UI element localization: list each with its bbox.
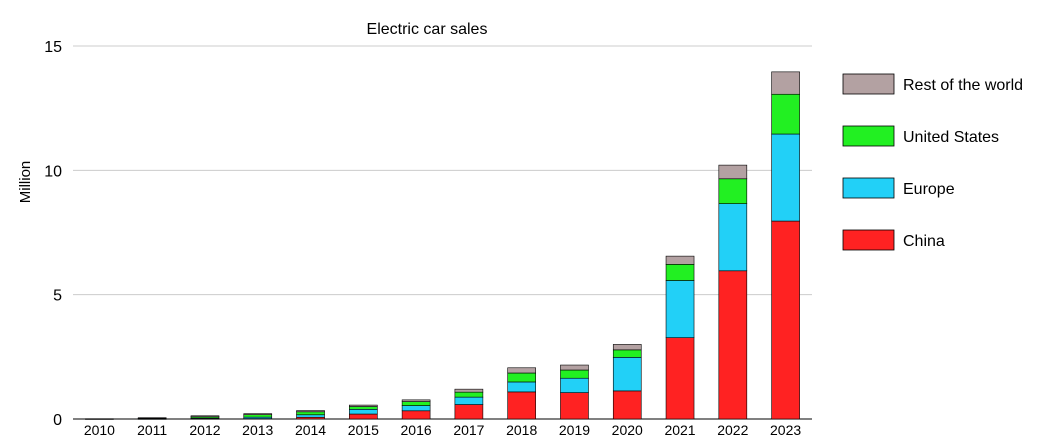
x-tick-label: 2018 <box>506 422 537 437</box>
bar-united-states-2023 <box>771 93 800 135</box>
y-tick-label: 15 <box>44 39 62 56</box>
bar-rest-of-the-world-2019 <box>560 364 589 371</box>
bar-europe-2015 <box>349 409 378 415</box>
x-tick-label: 2015 <box>348 422 379 437</box>
legend-swatch <box>842 125 895 147</box>
bar-rest-of-the-world-2010 <box>85 418 114 420</box>
bar-rest-of-the-world-2022 <box>718 164 748 180</box>
legend-label: China <box>903 233 945 250</box>
y-tick-label: 0 <box>53 412 62 429</box>
y-tick-label: 5 <box>53 288 62 305</box>
bar-rest-of-the-world-2013 <box>243 413 273 415</box>
legend-swatch <box>842 73 895 95</box>
bar-europe-2014 <box>296 414 325 418</box>
bar-united-states-2019 <box>560 369 589 379</box>
bar-china-2017 <box>454 404 484 420</box>
legend-swatch <box>842 229 895 251</box>
bar-china-2020 <box>612 390 642 420</box>
x-tick-label: 2010 <box>84 422 115 437</box>
bar-united-states-2016 <box>401 401 431 406</box>
legend: Rest of the world United States Europe Chin… <box>842 73 1023 251</box>
x-tick-label: 2022 <box>717 422 748 437</box>
bar-united-states-2015 <box>349 406 378 410</box>
x-axis: 2010 2011 2012 2013 2014 2015 2016 2017 2018 2019… <box>84 422 802 437</box>
x-tick-label: 2012 <box>189 422 220 437</box>
bar-china-2016 <box>401 410 431 420</box>
bar-rest-of-the-world-2016 <box>401 399 431 402</box>
bar-rest-of-the-world-2021 <box>665 255 695 265</box>
x-tick-label: 2014 <box>295 422 326 437</box>
y-tick-label: 10 <box>44 163 62 180</box>
bar-china-2023 <box>771 220 800 420</box>
bar-rest-of-the-world-2017 <box>454 388 484 393</box>
bar-europe-2020 <box>612 357 642 392</box>
bar-rest-of-the-world-2014 <box>296 410 325 413</box>
bar-china-2018 <box>507 391 536 420</box>
bar-united-states-2020 <box>612 349 642 358</box>
x-tick-label: 2019 <box>559 422 590 437</box>
bar-rest-of-the-world-2015 <box>349 404 378 407</box>
x-tick-label: 2013 <box>242 422 273 437</box>
x-tick-label: 2023 <box>770 422 801 437</box>
chart-title: Electric car sales <box>367 21 488 38</box>
x-tick-label: 2020 <box>612 422 643 437</box>
legend-label: Rest of the world <box>903 77 1023 94</box>
bar-rest-of-the-world-2011 <box>137 417 167 419</box>
y-axis-label: Million <box>17 161 34 204</box>
x-tick-label: 2021 <box>664 422 695 437</box>
gridlines <box>73 45 812 420</box>
legend-label: Europe <box>903 181 955 198</box>
bar-europe-2021 <box>665 280 695 338</box>
bar-united-states-2022 <box>718 178 748 204</box>
bar-china-2021 <box>665 337 695 420</box>
bar-united-states-2014 <box>296 411 325 416</box>
x-tick-label: 2017 <box>453 422 484 437</box>
bar-europe-2019 <box>560 377 589 393</box>
bar-europe-2022 <box>718 203 748 272</box>
legend-swatch <box>842 177 895 199</box>
bar-rest-of-the-world-2023 <box>771 71 800 95</box>
bar-rest-of-the-world-2018 <box>507 367 536 374</box>
x-tick-label: 2016 <box>401 422 432 437</box>
y-axis: 0 5 10 15 <box>44 39 62 429</box>
bar-europe-2018 <box>507 381 536 393</box>
bar-europe-2016 <box>401 405 431 412</box>
bar-united-states-2013 <box>243 414 273 418</box>
bar-united-states-2018 <box>507 372 536 383</box>
bar-rest-of-the-world-2020 <box>612 344 642 351</box>
bar-china-2022 <box>718 270 748 420</box>
bar-united-states-2017 <box>454 391 484 398</box>
bar-europe-2017 <box>454 396 484 405</box>
bar-china-2015 <box>349 413 378 420</box>
bars <box>85 71 800 420</box>
bar-rest-of-the-world-2012 <box>190 415 220 418</box>
bar-europe-2023 <box>771 133 800 222</box>
bar-china-2019 <box>560 392 589 420</box>
x-tick-label: 2011 <box>137 422 167 437</box>
legend-label: United States <box>903 129 999 146</box>
bar-united-states-2021 <box>665 264 695 281</box>
